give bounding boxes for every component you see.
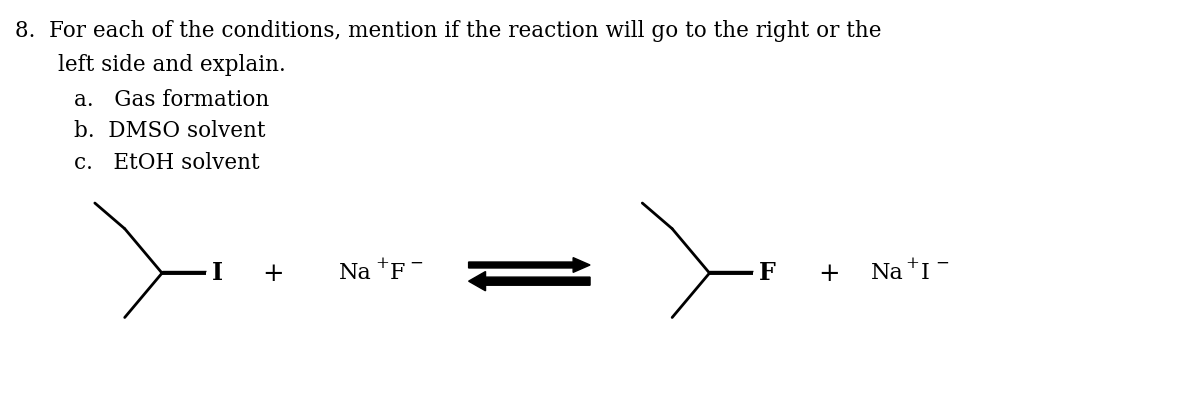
Text: c.   EtOH solvent: c. EtOH solvent: [74, 152, 260, 174]
Text: Na: Na: [871, 262, 904, 284]
Polygon shape: [469, 272, 590, 291]
Polygon shape: [469, 258, 590, 272]
Text: 8.  For each of the conditions, mention if the reaction will go to the right or : 8. For each of the conditions, mention i…: [14, 19, 881, 42]
Text: +: +: [906, 255, 919, 272]
Text: −: −: [936, 255, 949, 272]
Text: Na: Na: [340, 262, 372, 284]
Text: F: F: [760, 261, 776, 285]
Text: a.   Gas formation: a. Gas formation: [74, 89, 270, 110]
Text: F: F: [390, 262, 406, 284]
Text: +: +: [818, 260, 840, 286]
Text: +: +: [376, 255, 389, 272]
Text: +: +: [263, 260, 284, 286]
Text: left side and explain.: left side and explain.: [58, 54, 286, 76]
Text: I: I: [212, 261, 223, 285]
Text: −: −: [409, 255, 422, 272]
Text: I: I: [920, 262, 929, 284]
Text: b.  DMSO solvent: b. DMSO solvent: [74, 120, 266, 142]
